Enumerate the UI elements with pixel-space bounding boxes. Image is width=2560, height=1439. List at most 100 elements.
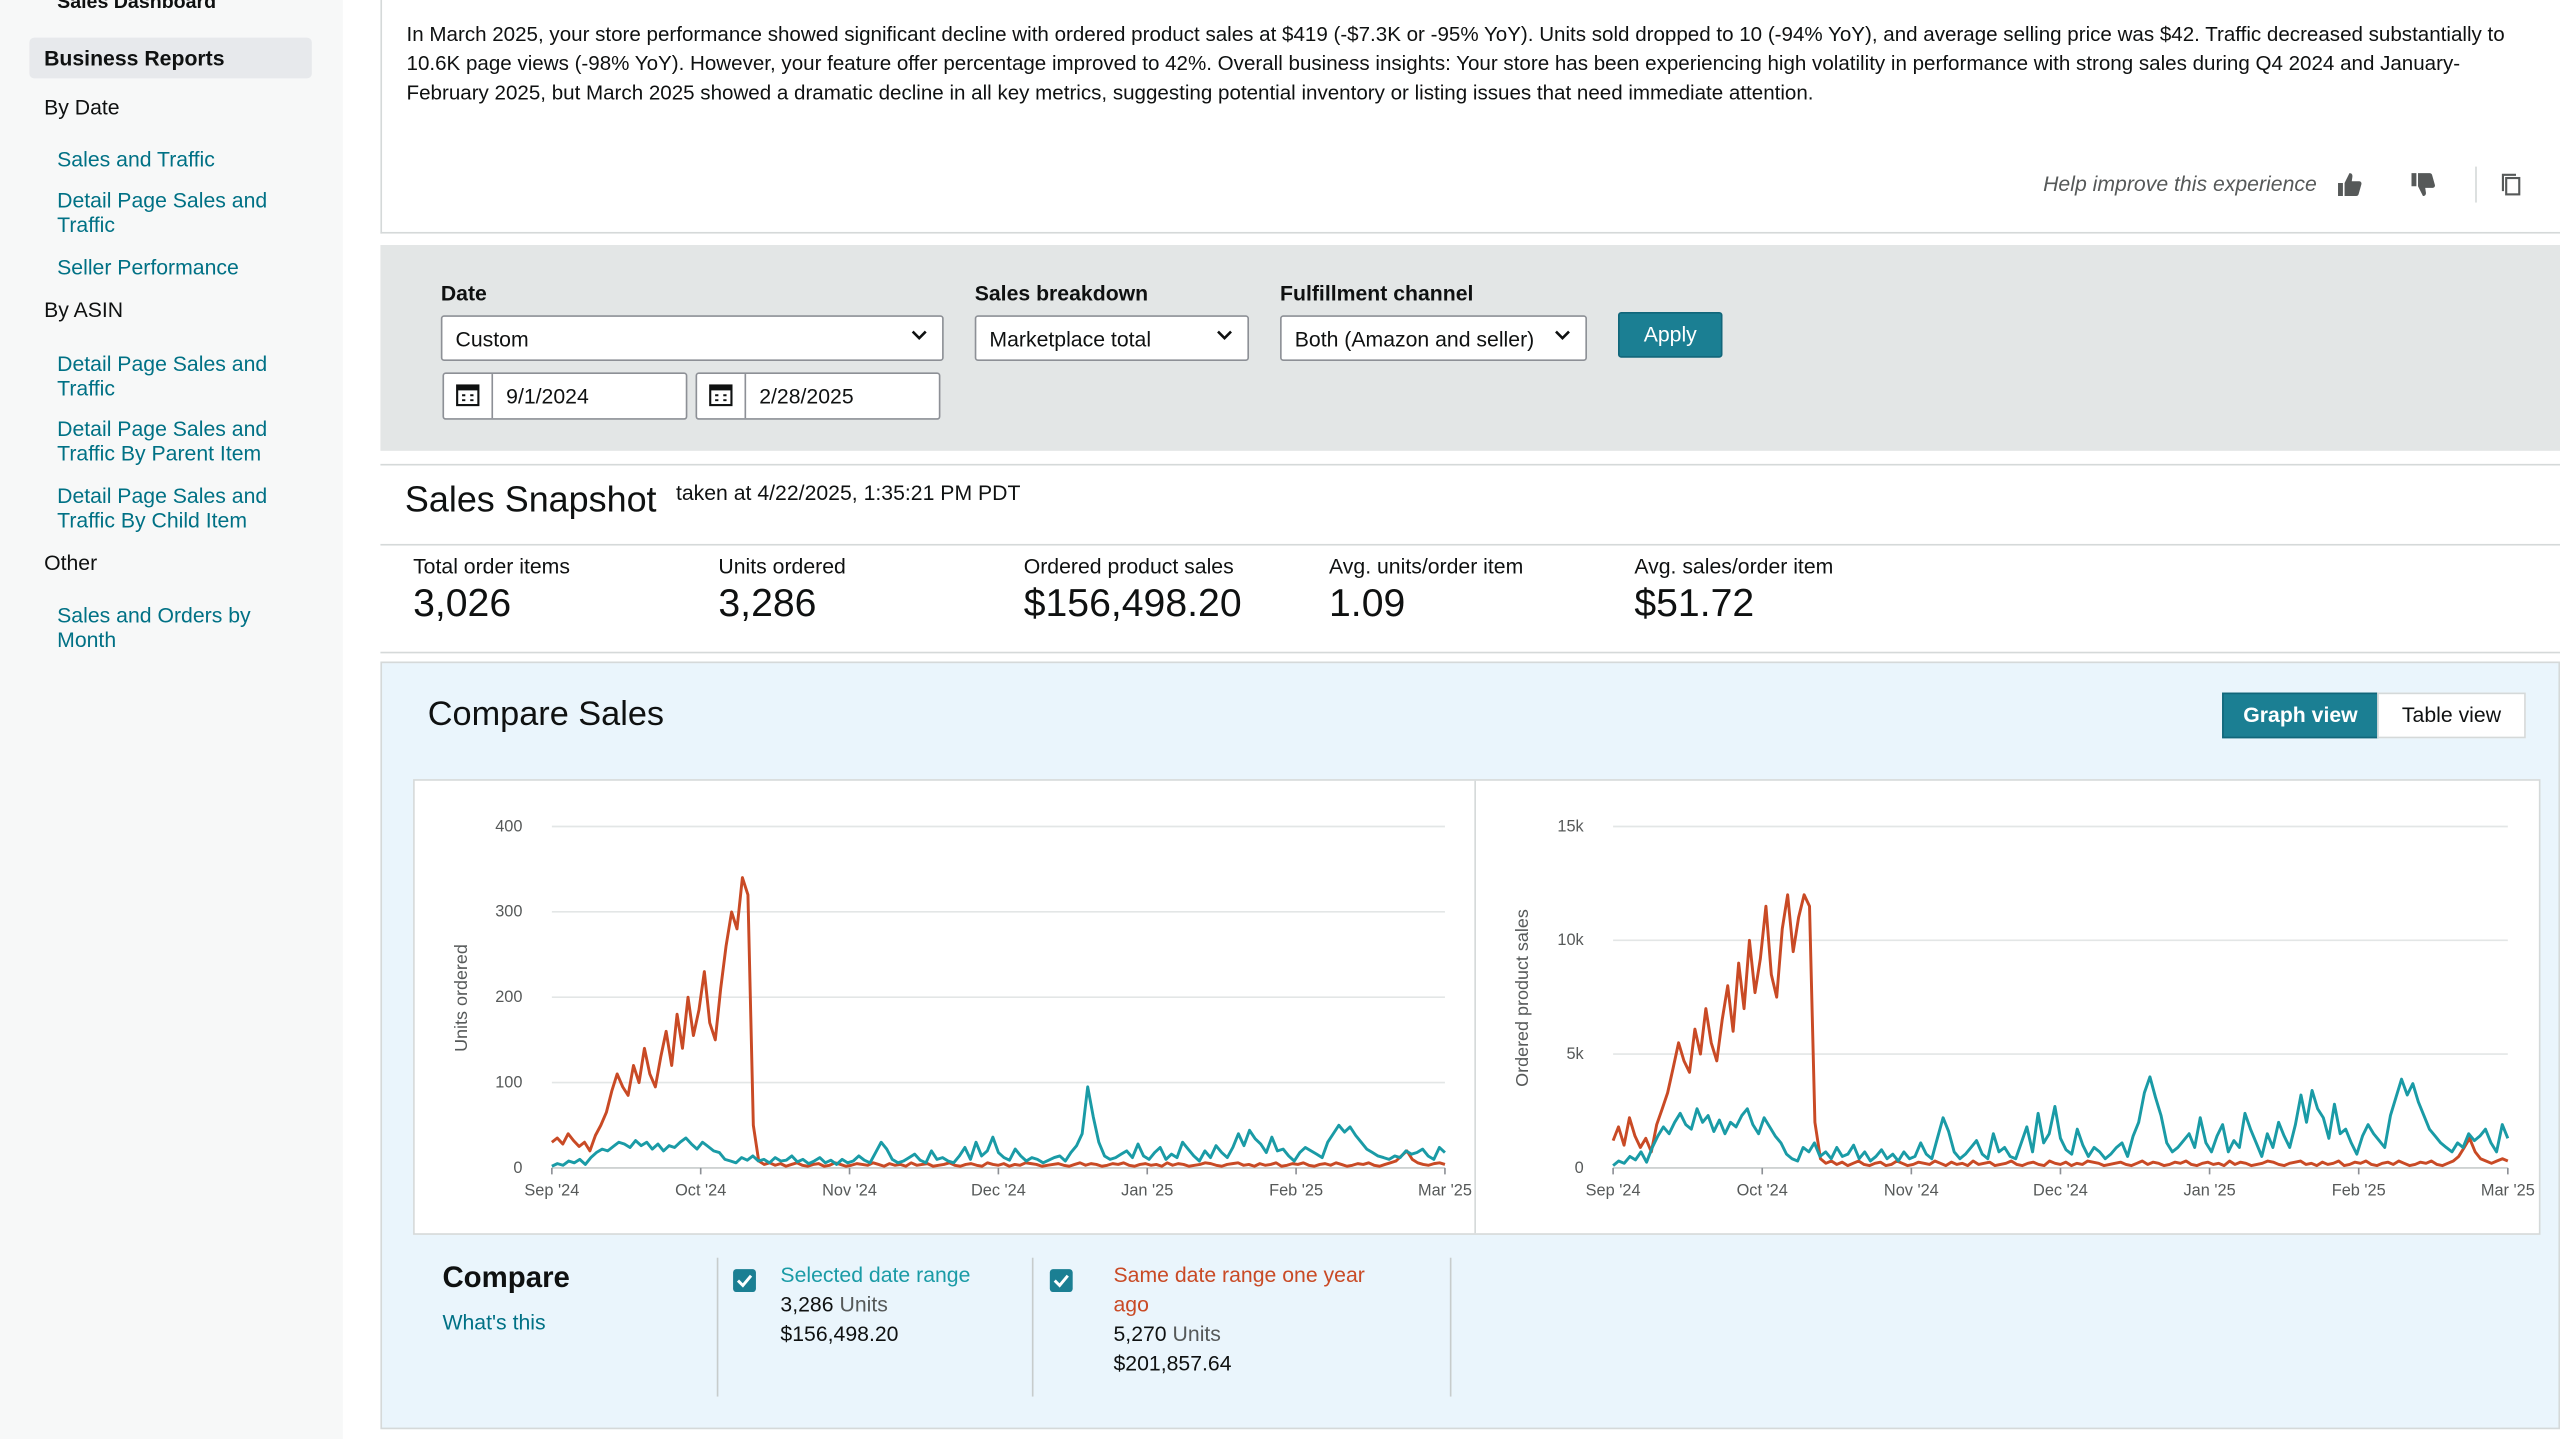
- legend-selected-label: Selected date range: [780, 1262, 971, 1288]
- x-tick-label: Dec '24: [971, 1182, 1026, 1200]
- y-tick-label: 5k: [1566, 1045, 1584, 1063]
- sales-breakdown-label: Sales breakdown: [974, 280, 1149, 306]
- legend-units-suffix: Units: [1172, 1321, 1221, 1346]
- graph-view-button[interactable]: Graph view: [2222, 692, 2379, 739]
- metric-avg-sales-per-order-item: Avg. sales/order item $51.72: [1634, 554, 1833, 628]
- sales-snapshot-header: Sales Snapshot taken at 4/22/2025, 1:35:…: [380, 463, 2560, 546]
- sales-breakdown-value: Marketplace total: [989, 326, 1152, 352]
- thumbs-up-icon[interactable]: [2336, 172, 2362, 198]
- y-tick-label: 400: [495, 817, 522, 835]
- metric-total-order-items: Total order items 3,026: [413, 554, 570, 628]
- legend-divider: [1449, 1257, 1452, 1397]
- insight-panel: In March 2025, your store performance sh…: [380, 0, 2560, 234]
- compare-sales-title: Compare Sales: [427, 695, 665, 734]
- feedback-divider: [2475, 166, 2477, 203]
- x-tick-label: Nov '24: [1884, 1182, 1939, 1200]
- x-tick-label: Nov '24: [822, 1182, 877, 1200]
- insight-text: In March 2025, your store performance sh…: [406, 22, 2505, 105]
- y-tick-label: 300: [495, 903, 522, 921]
- date-select-value: Custom: [455, 326, 529, 352]
- x-tick-label: Sep '24: [1586, 1182, 1641, 1200]
- copy-icon[interactable]: [2498, 172, 2524, 198]
- series-line-previous-year: [1611, 893, 2509, 1168]
- sidebar-link-asin-detail-page-sales-traffic[interactable]: Detail Page Sales and Traffic: [57, 351, 268, 401]
- checkmark-icon: [736, 1274, 753, 1288]
- sidebar-item-sales-dashboard[interactable]: Sales Dashboard: [57, 0, 217, 14]
- date-select[interactable]: Custom: [440, 315, 944, 361]
- whats-this-link[interactable]: What's this: [442, 1309, 546, 1335]
- sidebar-link-by-child-item[interactable]: Detail Page Sales and Traffic By Child I…: [57, 483, 268, 533]
- compare-sales-panel: Compare Sales Graph view Table view 0 100…: [380, 661, 2560, 1430]
- metric-value: 3,286: [718, 581, 817, 626]
- legend-previous-sales: $201,857.64: [1113, 1350, 1232, 1376]
- y-axis-label: Units ordered: [451, 944, 471, 1052]
- metric-value: 3,026: [413, 581, 512, 626]
- sidebar-item-business-reports[interactable]: Business Reports: [29, 37, 312, 79]
- legend-selected-range: Selected date range 3,286 Units $156,498…: [780, 1261, 1074, 1349]
- x-tick-label: Mar '25: [2481, 1182, 2535, 1200]
- y-tick-label: 100: [495, 1073, 522, 1091]
- selected-range-checkbox[interactable]: [733, 1269, 756, 1293]
- metric-value: 1.09: [1329, 581, 1406, 626]
- metric-label: Avg. sales/order item: [1634, 553, 1834, 579]
- metric-label: Total order items: [413, 553, 570, 579]
- legend-title: Compare: [442, 1260, 570, 1294]
- chevron-down-icon: [1217, 330, 1232, 340]
- apply-button[interactable]: Apply: [1618, 311, 1723, 358]
- series-line-selected: [1612, 1075, 2510, 1167]
- legend-previous-label: Same date range one year ago: [1113, 1262, 1365, 1317]
- sidebar-link-detail-page-sales-traffic[interactable]: Detail Page Sales and Traffic: [57, 187, 268, 237]
- legend-units-suffix: Units: [839, 1292, 888, 1317]
- legend-divider: [716, 1257, 719, 1397]
- sidebar-link-by-parent-item[interactable]: Detail Page Sales and Traffic By Parent …: [57, 416, 268, 466]
- help-improve-text: Help improve this experience: [2043, 171, 2317, 197]
- sidebar-link-seller-performance[interactable]: Seller Performance: [57, 254, 239, 280]
- sales-breakdown-select[interactable]: Marketplace total: [974, 315, 1250, 361]
- x-tick-label: Jan '25: [1121, 1182, 1173, 1200]
- x-tick-label: Mar '25: [1418, 1182, 1472, 1200]
- x-tick-label: Jan '25: [2184, 1182, 2236, 1200]
- start-date-input[interactable]: 9/1/2024: [442, 372, 688, 420]
- x-tick-label: Oct '24: [675, 1182, 726, 1200]
- x-tick-label: Sep '24: [524, 1182, 579, 1200]
- series-line-previous-year: [550, 876, 1446, 1168]
- metric-label: Ordered product sales: [1023, 553, 1234, 579]
- charts-container: 0 100 200 300 400 Units ordered Sep '24 Oct '24…: [413, 779, 2541, 1235]
- units-ordered-chart: 0 100 200 300 400 Units ordered Sep '24 Oct '24…: [451, 817, 1472, 1200]
- metric-avg-units-per-order-item: Avg. units/order item 1.09: [1329, 554, 1523, 628]
- legend-selected-sales: $156,498.20: [780, 1321, 899, 1346]
- metric-ordered-product-sales: Ordered product sales $156,498.20: [1024, 554, 1242, 628]
- y-tick-label: 200: [495, 988, 522, 1006]
- fulfillment-channel-value: Both (Amazon and seller): [1294, 326, 1535, 352]
- sidebar-link-sales-and-traffic[interactable]: Sales and Traffic: [57, 147, 215, 172]
- metric-value: $51.72: [1634, 581, 1755, 626]
- metric-units-ordered: Units ordered 3,286: [718, 554, 845, 628]
- end-date-value: 2/28/2025: [759, 383, 854, 409]
- sidebar-link-sales-orders-by-month[interactable]: Sales and Orders by Month: [57, 602, 251, 652]
- x-tick-label: Oct '24: [1737, 1182, 1788, 1200]
- x-tick-label: Feb '25: [2332, 1182, 2386, 1200]
- thumbs-down-icon[interactable]: [2410, 172, 2436, 198]
- end-date-input[interactable]: 2/28/2025: [695, 372, 941, 420]
- ordered-product-sales-chart: 0 5k 10k 15k Ordered product sales Sep '24 Oct…: [1512, 817, 2535, 1200]
- sidebar-section-by-asin: By ASIN: [44, 297, 124, 322]
- table-view-button[interactable]: Table view: [2377, 692, 2526, 739]
- x-tick-label: Feb '25: [1269, 1182, 1323, 1200]
- chart-divider: [1474, 780, 1476, 1234]
- snapshot-timestamp: taken at 4/22/2025, 1:35:21 PM PDT: [675, 480, 1021, 505]
- previous-range-checkbox[interactable]: [1049, 1269, 1073, 1293]
- legend-previous-range: Same date range one year ago 5,270 Units…: [1114, 1261, 1400, 1379]
- snapshot-metrics: Total order items 3,026 Units ordered 3,…: [380, 544, 2560, 654]
- legend-selected-units: 3,286: [780, 1292, 834, 1317]
- chevron-down-icon: [1555, 330, 1570, 340]
- snapshot-title: Sales Snapshot: [404, 478, 657, 520]
- metric-value: $156,498.20: [1023, 581, 1242, 626]
- calendar-icon[interactable]: [697, 374, 747, 419]
- filter-bar: Date Custom 9/1/2024 2/28/2025 Sales bre…: [380, 245, 2560, 451]
- calendar-icon[interactable]: [444, 374, 494, 419]
- fulfillment-channel-select[interactable]: Both (Amazon and seller): [1280, 315, 1587, 361]
- date-label: Date: [440, 280, 487, 306]
- x-tick-label: Dec '24: [2033, 1182, 2088, 1200]
- sidebar: Sales Dashboard Business Reports By Date…: [0, 0, 343, 1439]
- fulfillment-channel-label: Fulfillment channel: [1280, 280, 1474, 306]
